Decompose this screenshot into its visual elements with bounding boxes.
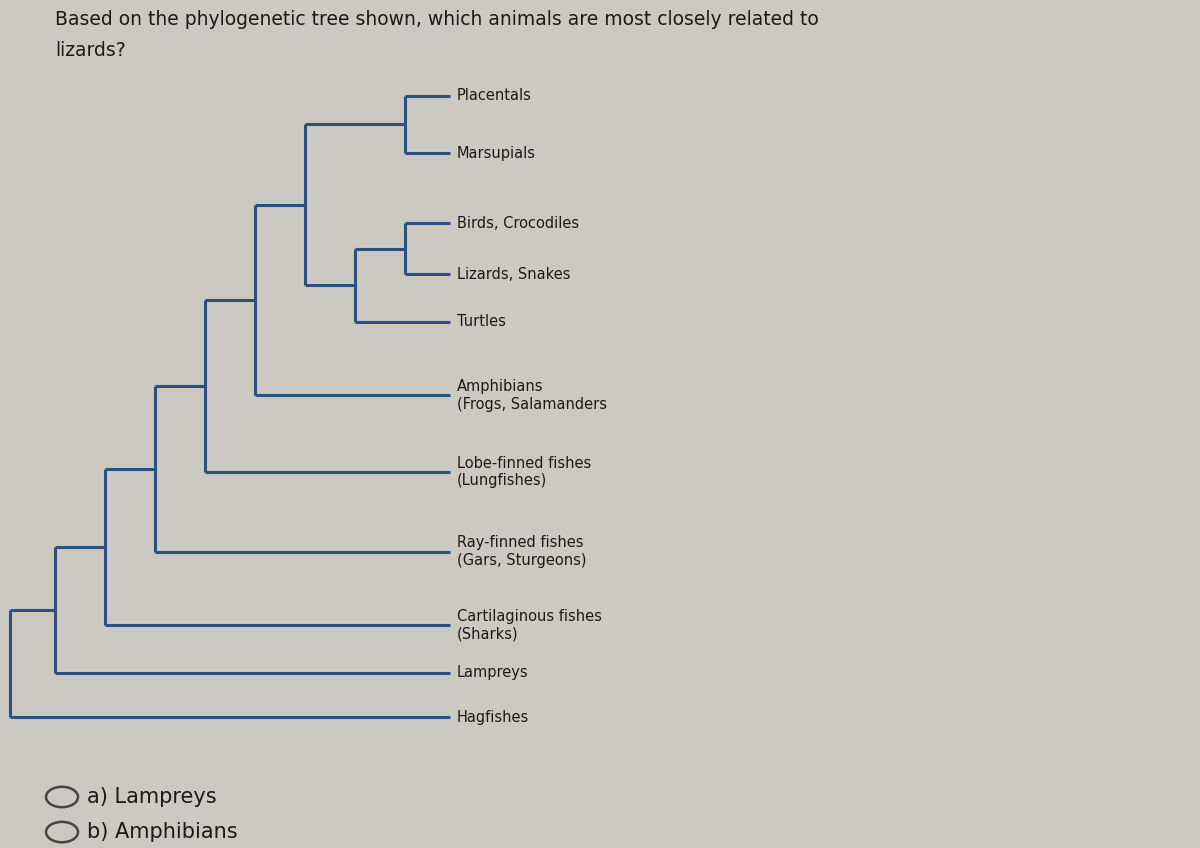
Text: Hagfishes: Hagfishes <box>457 710 529 725</box>
Text: Amphibians
(Frogs, Salamanders: Amphibians (Frogs, Salamanders <box>457 379 607 411</box>
Text: Based on the phylogenetic tree shown, which animals are most closely related to: Based on the phylogenetic tree shown, wh… <box>55 9 818 29</box>
Text: Lobe-finned fishes
(Lungfishes): Lobe-finned fishes (Lungfishes) <box>457 455 592 488</box>
Text: Lizards, Snakes: Lizards, Snakes <box>457 266 570 282</box>
Text: lizards?: lizards? <box>55 42 126 60</box>
Text: Turtles: Turtles <box>457 315 506 330</box>
Text: a) Lampreys: a) Lampreys <box>88 787 217 807</box>
Text: b) Amphibians: b) Amphibians <box>88 822 238 842</box>
Text: Placentals: Placentals <box>457 88 532 103</box>
Text: Marsupials: Marsupials <box>457 146 536 160</box>
Text: Ray-finned fishes
(Gars, Sturgeons): Ray-finned fishes (Gars, Sturgeons) <box>457 535 587 567</box>
Text: Birds, Crocodiles: Birds, Crocodiles <box>457 215 580 231</box>
Text: Cartilaginous fishes
(Sharks): Cartilaginous fishes (Sharks) <box>457 609 602 641</box>
Text: Lampreys: Lampreys <box>457 665 529 680</box>
